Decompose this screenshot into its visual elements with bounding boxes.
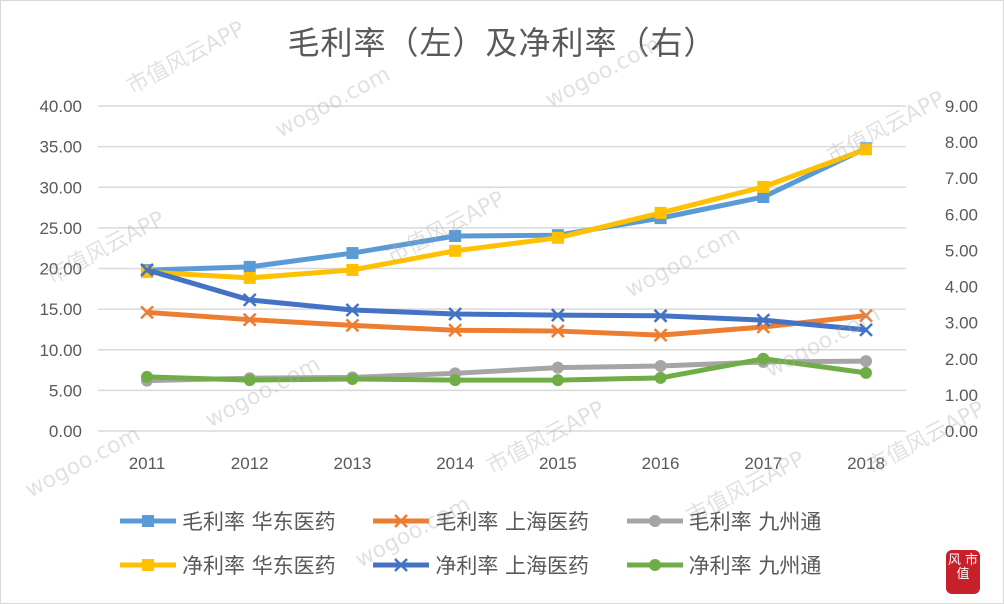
data-point-4 xyxy=(653,308,668,323)
data-point-1 xyxy=(140,305,154,320)
chart-legend: 毛利率 华东医药 毛利率 上海医药 毛利率 九州通净利率 华东医药 净利率 上海医药 净… xyxy=(120,506,880,580)
x-axis-tick: 2012 xyxy=(231,454,269,473)
legend-label: 净利率 华东医药 xyxy=(182,554,336,578)
data-point-3 xyxy=(449,244,462,257)
left-axis-tick: 0.00 xyxy=(49,422,82,441)
data-point-4 xyxy=(345,303,360,317)
data-point-5 xyxy=(243,374,256,387)
left-axis-tick: 35.00 xyxy=(39,138,82,157)
left-axis-tick: 40.00 xyxy=(39,97,82,116)
data-point-1 xyxy=(550,324,565,338)
legend-swatch-icon xyxy=(626,515,683,527)
legend-label: 毛利率 上海医药 xyxy=(435,510,590,534)
data-point-1 xyxy=(345,318,360,333)
data-point-2 xyxy=(654,360,667,372)
data-point-4 xyxy=(756,313,771,328)
data-point-4 xyxy=(859,323,873,337)
data-point-4 xyxy=(448,307,463,321)
left-axis-tick: 5.00 xyxy=(49,381,82,400)
data-point-1 xyxy=(653,328,668,343)
legend-swatch-icon xyxy=(373,514,430,528)
data-point-5 xyxy=(141,370,153,383)
left-axis-tick: 20.00 xyxy=(39,260,82,279)
legend-label: 毛利率 九州通 xyxy=(688,510,822,534)
right-axis-tick: 9.00 xyxy=(945,97,978,116)
data-point-0 xyxy=(449,230,462,242)
chart-title: 毛利率（左）及净利率（右） xyxy=(287,24,717,62)
legend-label: 净利率 九州通 xyxy=(688,554,822,578)
right-axis-tick: 5.00 xyxy=(945,241,978,260)
x-axis-tick: 2013 xyxy=(334,454,372,473)
right-axis-tick: 6.00 xyxy=(945,205,978,224)
series-line-5 xyxy=(146,356,867,383)
right-axis-tick: 0.00 xyxy=(945,422,978,441)
data-point-4 xyxy=(242,293,257,307)
series-line-1 xyxy=(146,309,867,338)
x-axis-tick: 2014 xyxy=(436,454,474,473)
series-line-4 xyxy=(146,267,867,333)
data-point-2 xyxy=(860,355,872,368)
data-point-3 xyxy=(551,231,564,244)
legend-swatch-icon xyxy=(120,559,176,571)
data-point-5 xyxy=(654,371,667,384)
legend-swatch-icon xyxy=(373,558,430,572)
legend-item: 净利率 华东医药 xyxy=(120,550,373,580)
legend-item: 毛利率 华东医药 xyxy=(120,506,373,536)
legend-label: 净利率 上海医药 xyxy=(435,554,590,578)
data-point-5 xyxy=(449,374,462,387)
left-axis-tick: 25.00 xyxy=(39,219,82,238)
legend-swatch-icon xyxy=(120,515,176,527)
data-point-4 xyxy=(140,263,154,277)
brand-logo: 风 市值 xyxy=(946,550,980,594)
data-point-3 xyxy=(654,206,667,219)
legend-item: 净利率 上海医药 xyxy=(373,550,626,580)
left-axis-tick: 10.00 xyxy=(39,341,82,360)
x-axis-tick: 2017 xyxy=(744,454,782,473)
right-axis-tick: 4.00 xyxy=(945,278,978,297)
data-point-1 xyxy=(448,323,463,338)
legend-label: 毛利率 华东医药 xyxy=(182,510,336,534)
right-axis-tick: 8.00 xyxy=(945,133,978,152)
data-point-3 xyxy=(346,263,359,276)
series-line-0 xyxy=(146,145,868,273)
legend-item: 净利率 九州通 xyxy=(626,550,880,580)
data-point-3 xyxy=(757,180,770,193)
data-point-0 xyxy=(757,191,770,203)
data-point-3 xyxy=(243,271,256,284)
data-point-5 xyxy=(860,366,872,379)
data-point-5 xyxy=(346,373,359,385)
data-point-3 xyxy=(860,143,872,156)
data-point-4 xyxy=(550,308,565,322)
series-line-3 xyxy=(146,146,867,281)
legend-item: 毛利率 上海医药 xyxy=(373,506,626,536)
x-axis-tick: 2015 xyxy=(539,454,577,473)
legend-swatch-icon xyxy=(626,559,683,571)
data-point-0 xyxy=(346,247,359,260)
data-point-5 xyxy=(757,352,770,365)
legend-item: 毛利率 九州通 xyxy=(626,506,880,536)
x-axis-tick: 2018 xyxy=(847,454,885,473)
left-axis-tick: 15.00 xyxy=(39,300,82,319)
right-axis-tick: 7.00 xyxy=(945,169,978,188)
data-point-2 xyxy=(551,361,564,374)
data-point-1 xyxy=(242,312,257,327)
x-axis-tick: 2011 xyxy=(129,454,166,473)
data-point-0 xyxy=(243,260,256,273)
left-axis-tick: 30.00 xyxy=(39,178,82,197)
right-axis-tick: 1.00 xyxy=(945,386,978,405)
x-axis-tick: 2016 xyxy=(642,454,680,473)
data-point-5 xyxy=(551,374,564,387)
right-axis-tick: 3.00 xyxy=(945,314,978,333)
data-point-1 xyxy=(859,308,873,323)
right-axis-tick: 2.00 xyxy=(945,350,978,369)
